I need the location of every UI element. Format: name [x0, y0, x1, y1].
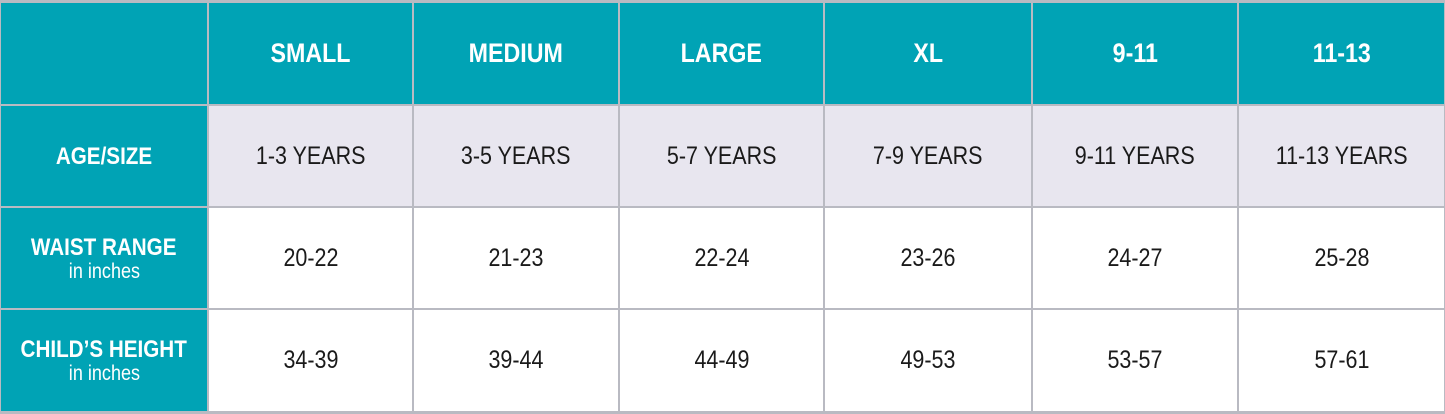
cell-text: 34-39	[282, 346, 338, 374]
cell-text: 57-61	[1313, 346, 1369, 374]
table-cell: 7-9 YEARS	[825, 106, 1031, 206]
table-cell: 9-11 YEARS	[1033, 106, 1237, 206]
table-cell: 5-7 YEARS	[620, 106, 823, 206]
cell-text: 11-13 YEARS	[1275, 141, 1408, 170]
column-header: 11-13	[1239, 3, 1444, 104]
table-cell: 22-24	[620, 208, 823, 308]
table-cell: 24-27	[1033, 208, 1237, 308]
column-header-text: MEDIUM	[468, 38, 564, 68]
column-header: LARGE	[620, 3, 823, 104]
cell-text: 49-53	[900, 346, 956, 374]
table-cell: 20-22	[209, 208, 412, 308]
table-cell: 3-5 YEARS	[414, 106, 618, 206]
column-header-text: SMALL	[270, 38, 351, 68]
row-label: AGE/SIZE	[55, 142, 153, 170]
table-cell: 21-23	[414, 208, 618, 308]
cell-text: 24-27	[1107, 243, 1163, 272]
row-label: CHILD’S HEIGHT	[20, 336, 188, 363]
table-cell: 49-53	[825, 310, 1031, 411]
column-header: MEDIUM	[414, 3, 618, 104]
table-cell: 1-3 YEARS	[209, 106, 412, 206]
column-header-text: LARGE	[680, 38, 763, 68]
cell-text: 44-49	[693, 346, 749, 374]
cell-text: 53-57	[1107, 346, 1163, 374]
row-header: CHILD’S HEIGHT in inches	[1, 310, 207, 411]
cell-text: 7-9 YEARS	[873, 141, 983, 170]
cell-text: 3-5 YEARS	[461, 141, 571, 170]
cell-text: 1-3 YEARS	[255, 141, 366, 170]
cell-text: 9-11 YEARS	[1075, 141, 1195, 170]
cell-text: 23-26	[900, 243, 956, 272]
cell-text: 21-23	[488, 243, 544, 272]
cell-text: 25-28	[1313, 243, 1369, 272]
row-label: WAIST RANGE	[31, 233, 177, 261]
cell-text: 5-7 YEARS	[666, 141, 777, 170]
column-header-text: 9-11	[1112, 38, 1158, 68]
cell-text: 22-24	[693, 243, 749, 272]
row-header: AGE/SIZE	[1, 106, 207, 206]
cell-text: 20-22	[282, 243, 338, 272]
cell-text: 39-44	[488, 346, 544, 374]
column-header-text: 11-13	[1312, 38, 1371, 68]
table-cell: 34-39	[209, 310, 412, 411]
column-header-text: XL	[913, 38, 943, 68]
table-cell: 39-44	[414, 310, 618, 411]
column-header: SMALL	[209, 3, 412, 104]
row-sublabel: in inches	[68, 362, 140, 385]
table-cell: 53-57	[1033, 310, 1237, 411]
column-header: XL	[825, 3, 1031, 104]
table-cell: 25-28	[1239, 208, 1444, 308]
table-cell: 44-49	[620, 310, 823, 411]
row-sublabel: in inches	[68, 259, 140, 283]
corner-cell	[1, 3, 207, 104]
column-header: 9-11	[1033, 3, 1237, 104]
table-cell: 11-13 YEARS	[1239, 106, 1444, 206]
row-header: WAIST RANGE in inches	[1, 208, 207, 308]
table-cell: 23-26	[825, 208, 1031, 308]
table-cell: 57-61	[1239, 310, 1444, 411]
